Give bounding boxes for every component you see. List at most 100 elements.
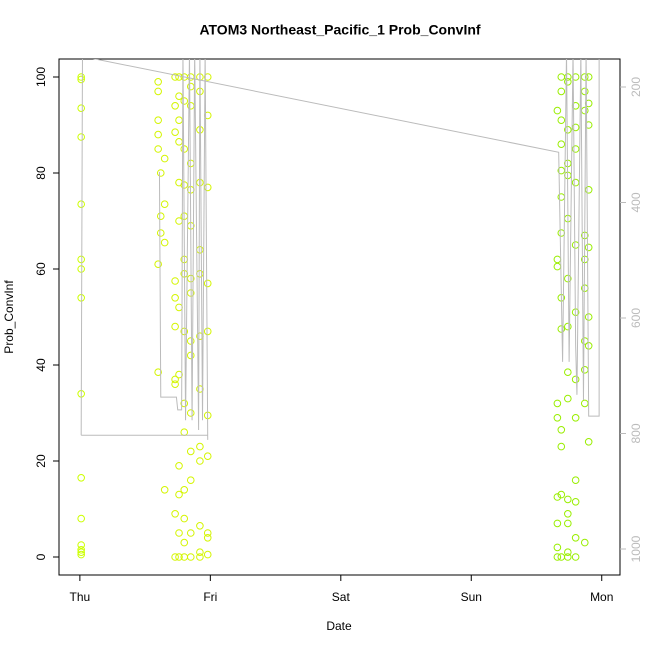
x-tick-label: Mon xyxy=(590,590,613,604)
point xyxy=(203,73,212,81)
point xyxy=(557,553,566,561)
point xyxy=(77,73,85,81)
point xyxy=(571,414,580,422)
x-tick-label: Sun xyxy=(461,590,482,604)
point xyxy=(564,126,572,134)
y-tick-label: 100 xyxy=(34,67,48,87)
point xyxy=(553,255,562,264)
point xyxy=(564,73,572,81)
x-tick-label: Thu xyxy=(70,590,91,604)
y-tick-label: 80 xyxy=(34,166,48,180)
point xyxy=(580,366,589,374)
point xyxy=(171,277,179,285)
point xyxy=(175,116,183,124)
point xyxy=(186,409,195,417)
point xyxy=(203,550,212,559)
x-axis-label: Date xyxy=(326,619,352,633)
point xyxy=(564,495,572,504)
point xyxy=(154,260,162,269)
point xyxy=(156,229,165,237)
point xyxy=(203,534,212,542)
point xyxy=(571,534,580,542)
pressure-line xyxy=(80,59,600,440)
point xyxy=(154,87,162,96)
point xyxy=(553,414,562,422)
point xyxy=(160,200,169,208)
point xyxy=(175,462,183,470)
y2-tick-label: 1000 xyxy=(629,535,643,562)
point xyxy=(77,550,85,559)
point xyxy=(203,279,212,288)
point xyxy=(77,200,85,208)
point xyxy=(564,394,572,403)
point xyxy=(154,116,162,124)
point xyxy=(564,519,572,528)
point xyxy=(584,313,593,321)
point xyxy=(571,178,580,187)
point xyxy=(160,154,169,163)
point xyxy=(180,514,189,523)
point xyxy=(584,186,593,194)
point xyxy=(175,92,183,100)
point xyxy=(175,217,183,225)
point xyxy=(156,212,165,220)
plot-frame xyxy=(58,58,621,576)
point xyxy=(77,104,85,112)
point xyxy=(180,97,189,105)
point xyxy=(196,246,204,254)
point xyxy=(175,370,183,379)
point xyxy=(557,426,566,434)
point xyxy=(584,438,593,446)
point xyxy=(203,529,212,537)
y2-tick-label: 800 xyxy=(629,423,643,443)
point xyxy=(77,133,85,141)
y2-tick-label: 200 xyxy=(629,77,643,97)
point xyxy=(580,106,589,115)
point xyxy=(557,87,566,96)
point xyxy=(571,375,580,384)
point xyxy=(171,294,179,302)
x-tick-label: Fri xyxy=(203,590,217,604)
point xyxy=(557,442,566,451)
point xyxy=(196,457,204,465)
point xyxy=(171,375,179,384)
point xyxy=(175,529,183,537)
y2-tick-label: 400 xyxy=(629,192,643,212)
y-tick-label: 20 xyxy=(34,454,48,468)
point xyxy=(571,476,580,485)
point xyxy=(175,303,183,312)
point xyxy=(584,243,593,252)
point xyxy=(77,75,85,84)
point xyxy=(180,327,189,336)
point xyxy=(154,145,162,153)
point xyxy=(557,116,566,124)
point xyxy=(186,553,195,561)
point xyxy=(77,255,85,264)
point xyxy=(180,399,189,408)
plot-area xyxy=(77,59,600,561)
y2-tick-label: 600 xyxy=(629,308,643,328)
point xyxy=(571,145,580,153)
point xyxy=(557,73,566,81)
point xyxy=(557,325,566,333)
point xyxy=(180,486,189,494)
point xyxy=(571,553,580,561)
point xyxy=(186,351,195,360)
point xyxy=(171,73,179,81)
point xyxy=(564,274,572,283)
point xyxy=(175,490,183,499)
point xyxy=(171,510,179,518)
point xyxy=(580,538,589,547)
point xyxy=(564,510,572,518)
point xyxy=(557,490,566,499)
point xyxy=(171,102,179,110)
point xyxy=(203,452,212,461)
point xyxy=(186,476,195,485)
point xyxy=(77,546,85,554)
point xyxy=(154,130,162,139)
point xyxy=(553,106,562,115)
point xyxy=(186,447,195,456)
point xyxy=(553,553,562,561)
point xyxy=(160,238,169,247)
